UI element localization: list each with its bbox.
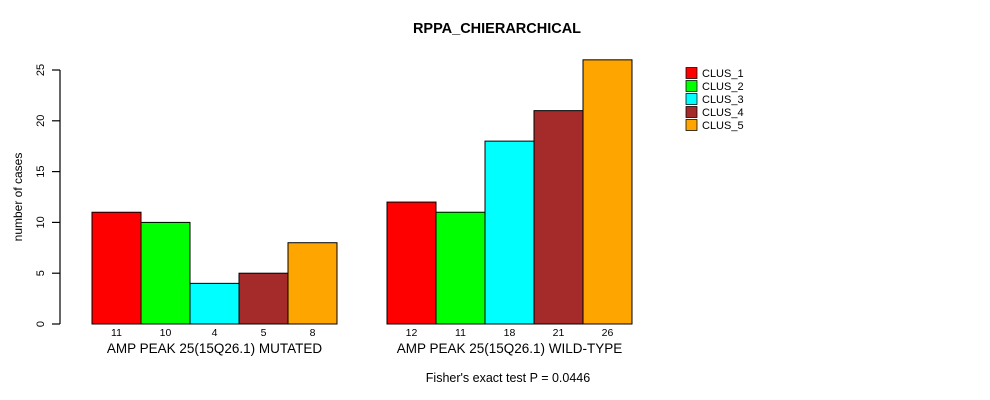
- y-tick-label: 15: [35, 165, 47, 177]
- annotation-text: Fisher's exact test P = 0.0446: [426, 371, 590, 385]
- legend-swatch-clus_5: [685, 119, 698, 131]
- bar-value-label: 12: [406, 327, 418, 339]
- y-axis: 0 5 10 15 20 25: [35, 64, 61, 327]
- bar-clus_1: [91, 211, 142, 325]
- category-label: AMP PEAK 25(15Q26.1) WILD-TYPE: [397, 341, 623, 356]
- y-tick-label: 20: [35, 115, 47, 127]
- y-tick-label: 0: [35, 321, 47, 327]
- bar-clus_5: [582, 59, 633, 325]
- legend-swatch-clus_2: [685, 80, 698, 92]
- legend-swatch-clus_3: [685, 93, 698, 105]
- bar-value-label: 18: [504, 327, 516, 339]
- bar-clus_1: [386, 201, 437, 325]
- bar-group: 11 10 4 5 8 AMP PEAK 25(15Q26.1) MUTATED: [91, 211, 338, 356]
- legend-label-clus_2: CLUS_2: [702, 81, 744, 93]
- category-label: AMP PEAK 25(15Q26.1) MUTATED: [107, 341, 323, 356]
- y-tick-label: 5: [35, 270, 47, 276]
- bar-group: 12 11 18 21 26 AMP PEAK 25(15Q26.1) WILD-TYPE: [386, 59, 633, 356]
- bar-clus_5: [287, 242, 338, 325]
- bar-clus_2: [140, 221, 191, 325]
- y-axis-label: number of cases: [11, 153, 25, 242]
- bar-clus_4: [238, 272, 289, 325]
- legend-label-clus_5: CLUS_5: [702, 120, 744, 132]
- legend-label-clus_4: CLUS_4: [702, 107, 744, 119]
- legend-swatch-clus_4: [685, 106, 698, 118]
- y-tick-label: 10: [35, 216, 47, 228]
- legend-swatch-clus_1: [685, 67, 698, 79]
- chart-title: RPPA_CHIERARCHICAL: [413, 21, 581, 37]
- bar-clus_2: [435, 211, 486, 325]
- bar-value-label: 4: [212, 327, 218, 339]
- y-tick-label: 25: [35, 64, 47, 76]
- bar-clus_4: [533, 110, 584, 325]
- bar-value-label: 21: [553, 327, 565, 339]
- bar-value-label: 11: [455, 327, 466, 339]
- bar-value-label: 5: [261, 327, 267, 339]
- bar-value-label: 8: [310, 327, 316, 339]
- bar-value-label: 11: [111, 327, 122, 339]
- legend-label-clus_1: CLUS_1: [702, 68, 744, 80]
- bar-clus_3: [189, 282, 240, 325]
- bar-value-label: 26: [602, 327, 614, 339]
- legend-label-clus_3: CLUS_3: [702, 94, 744, 106]
- bar-value-label: 10: [160, 327, 172, 339]
- bar-clus_3: [484, 140, 535, 325]
